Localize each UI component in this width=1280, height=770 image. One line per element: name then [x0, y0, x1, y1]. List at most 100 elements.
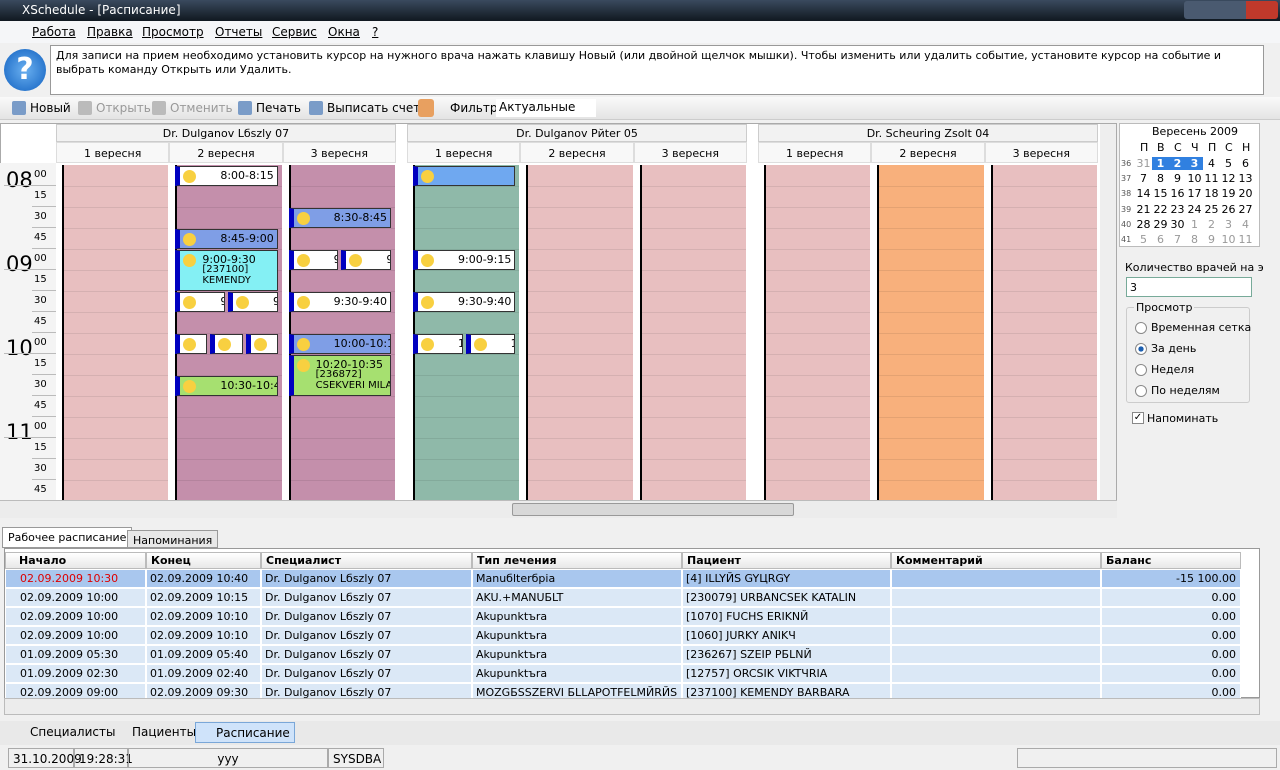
cell[interactable]: Dr. Dulganov Lбszly 07: [261, 626, 472, 645]
bottom-tab[interactable]: Расписание: [195, 722, 295, 743]
column-header[interactable]: Комментарий: [891, 552, 1101, 569]
calendar-day[interactable]: 31: [1135, 157, 1152, 170]
calendar-day[interactable]: 26: [1220, 203, 1237, 216]
menu-item[interactable]: Сервис: [272, 25, 317, 39]
event[interactable]: 9:00: [289, 250, 339, 270]
cell[interactable]: [1060] JURKY ANIKЧ: [682, 626, 891, 645]
event[interactable]: 9:30-9:40: [413, 292, 515, 312]
cell[interactable]: [236267] SZEIP PБLNЙ: [682, 645, 891, 664]
cell[interactable]: 01.09.2009 05:30: [5, 645, 146, 664]
bottom-tab[interactable]: Пациенты: [112, 722, 200, 743]
cell[interactable]: 0.00: [1101, 588, 1241, 607]
event[interactable]: 10:00-10:15: [289, 334, 391, 354]
cell[interactable]: 0.00: [1101, 645, 1241, 664]
column-header[interactable]: Тип лечения: [472, 552, 682, 569]
cell[interactable]: Akupunktъra: [472, 645, 682, 664]
cell[interactable]: 02.09.2009 10:10: [146, 626, 261, 645]
column-header[interactable]: Пациент: [682, 552, 891, 569]
calendar-day[interactable]: 16: [1169, 187, 1186, 200]
radio[interactable]: [1135, 343, 1147, 355]
cell[interactable]: Dr. Dulganov Lбszly 07: [261, 664, 472, 683]
cell[interactable]: [891, 626, 1101, 645]
cell[interactable]: 02.09.2009 10:00: [5, 588, 146, 607]
calendar-day[interactable]: 28: [1135, 218, 1152, 231]
calendar-day[interactable]: 24: [1186, 203, 1203, 216]
cell[interactable]: [1070] FUCHS ERIKNЙ: [682, 607, 891, 626]
tab[interactable]: Напоминания: [127, 530, 218, 548]
radio[interactable]: [1135, 364, 1147, 376]
event[interactable]: [175, 334, 207, 354]
calendar-day[interactable]: 17: [1186, 187, 1203, 200]
calendar-day[interactable]: 7: [1169, 233, 1186, 246]
calendar-day[interactable]: 2: [1169, 157, 1186, 170]
cell[interactable]: Dr. Dulganov Lбszly 07: [261, 645, 472, 664]
checkbox[interactable]: ✓: [1132, 412, 1144, 424]
calendar-day[interactable]: 13: [1237, 172, 1254, 185]
calendar-day[interactable]: 29: [1152, 218, 1169, 231]
cell[interactable]: 0.00: [1101, 607, 1241, 626]
event[interactable]: 9:30: [175, 292, 225, 312]
toolbar-button[interactable]: Новый: [30, 101, 71, 115]
event[interactable]: 9:30: [228, 292, 278, 312]
calendar-day[interactable]: 3: [1186, 157, 1203, 170]
cell[interactable]: 02.09.2009 10:10: [146, 607, 261, 626]
cell[interactable]: [891, 664, 1101, 683]
calendar-day[interactable]: 8: [1152, 172, 1169, 185]
calendar-day[interactable]: 15: [1152, 187, 1169, 200]
cell[interactable]: Dr. Dulganov Lбszly 07: [261, 607, 472, 626]
calendar-day[interactable]: 10: [1220, 233, 1237, 246]
event[interactable]: 10:0: [413, 334, 463, 354]
cell[interactable]: [891, 569, 1101, 588]
calendar-day[interactable]: 5: [1135, 233, 1152, 246]
cell[interactable]: [891, 645, 1101, 664]
cell[interactable]: Akupunktъra: [472, 664, 682, 683]
calendar-day[interactable]: 11: [1237, 233, 1254, 246]
calendar-day[interactable]: 8: [1186, 233, 1203, 246]
column-header[interactable]: Начало: [5, 552, 146, 569]
calendar-day[interactable]: 20: [1237, 187, 1254, 200]
cell[interactable]: Dr. Dulganov Lбszly 07: [261, 569, 472, 588]
calendar-day[interactable]: 6: [1237, 157, 1254, 170]
calendar-day[interactable]: 11: [1203, 172, 1220, 185]
cell[interactable]: [891, 588, 1101, 607]
cell[interactable]: -15 100.00: [1101, 569, 1241, 588]
event[interactable]: 9:00: [341, 250, 391, 270]
calendar-day[interactable]: 9: [1169, 172, 1186, 185]
event[interactable]: 10:0: [466, 334, 516, 354]
cell[interactable]: Manuбlterбpia: [472, 569, 682, 588]
event[interactable]: 8:45-9:00: [175, 229, 277, 249]
event[interactable]: 8:30-8:45: [289, 208, 391, 228]
calendar-day[interactable]: 5: [1220, 157, 1237, 170]
cell[interactable]: 02.09.2009 10:15: [146, 588, 261, 607]
calendar-day[interactable]: 21: [1135, 203, 1152, 216]
cell[interactable]: 02.09.2009 10:00: [5, 626, 146, 645]
cell[interactable]: Dr. Dulganov Lбszly 07: [261, 588, 472, 607]
event[interactable]: [210, 334, 242, 354]
column-header[interactable]: Баланс: [1101, 552, 1241, 569]
column-header[interactable]: Конец: [146, 552, 261, 569]
cell[interactable]: 01.09.2009 02:30: [5, 664, 146, 683]
menu-item[interactable]: Окна: [328, 25, 360, 39]
menu-item[interactable]: Отчеты: [215, 25, 262, 39]
cell[interactable]: [12757] ORCSIK VIKTЧRIA: [682, 664, 891, 683]
calendar-day[interactable]: 1: [1152, 157, 1169, 170]
cell[interactable]: [4] ILLYЙS GYЦRGY: [682, 569, 891, 588]
calendar-day[interactable]: 6: [1152, 233, 1169, 246]
cell[interactable]: 02.09.2009 10:40: [146, 569, 261, 588]
bottom-tab[interactable]: Специалисты: [10, 722, 119, 743]
filter-select[interactable]: Актуальные: [496, 99, 596, 117]
calendar-day[interactable]: 3: [1220, 218, 1237, 231]
calendar-day[interactable]: 9: [1203, 233, 1220, 246]
calendar-day[interactable]: 30: [1169, 218, 1186, 231]
count-combo[interactable]: 3: [1126, 277, 1252, 297]
menu-item[interactable]: Работа: [32, 25, 76, 39]
calendar-day[interactable]: 2: [1203, 218, 1220, 231]
calendar-day[interactable]: 4: [1203, 157, 1220, 170]
calendar-day[interactable]: 22: [1152, 203, 1169, 216]
cell[interactable]: 0.00: [1101, 664, 1241, 683]
cell[interactable]: [891, 607, 1101, 626]
toolbar-button[interactable]: Отменить: [170, 101, 233, 115]
menu-item[interactable]: Просмотр: [142, 25, 204, 39]
event[interactable]: 9:30-9:40: [289, 292, 391, 312]
event[interactable]: 9:00-9:15: [413, 250, 515, 270]
